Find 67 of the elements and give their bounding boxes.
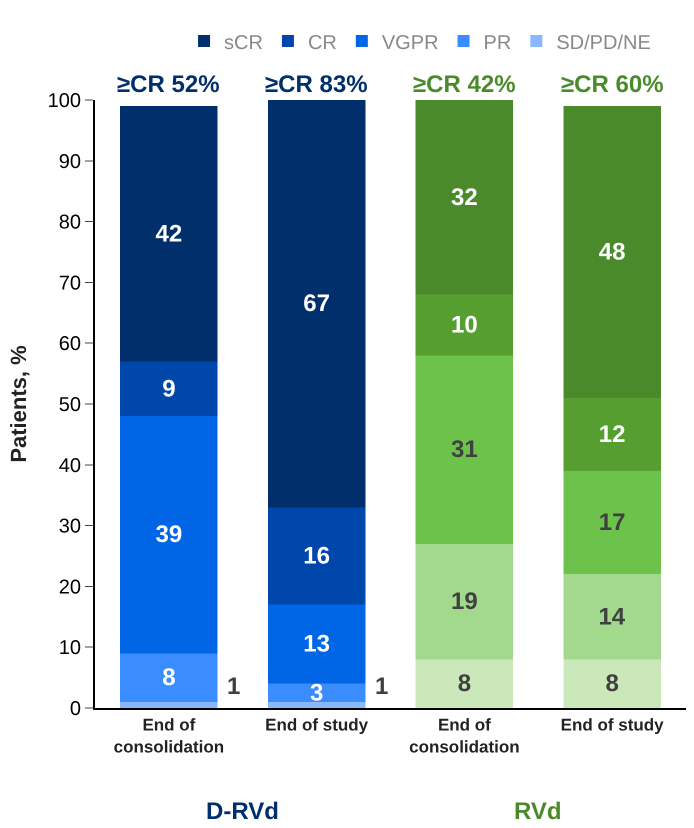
legend-label: PR <box>484 32 512 54</box>
bar <box>268 100 366 508</box>
bar <box>563 574 661 660</box>
y-tick-label: 90 <box>58 150 81 173</box>
y-tick-label: 100 <box>48 90 81 112</box>
text: ≥CR 83% <box>265 71 368 98</box>
data-label: 12 <box>598 420 626 448</box>
bar <box>416 544 514 660</box>
bar <box>120 702 218 708</box>
data-label: 10 <box>451 311 478 338</box>
bar <box>268 684 366 702</box>
bar <box>268 507 366 605</box>
y-tick-label: 70 <box>58 272 81 294</box>
bar <box>120 653 218 702</box>
y-axis-title: Patients, % <box>6 345 31 463</box>
data-label: 3 <box>310 679 324 706</box>
bar <box>120 361 218 416</box>
x-tick-label: End of study <box>265 715 369 734</box>
bar <box>563 398 661 471</box>
bar <box>416 659 514 708</box>
bar <box>416 100 514 295</box>
x-tick-label: End of consolidation <box>409 715 520 756</box>
data-label: 32 <box>451 184 478 211</box>
legend-label: SD/PD/NE <box>556 32 651 54</box>
bar <box>268 702 366 708</box>
bar <box>563 470 661 574</box>
bar <box>563 659 661 708</box>
y-tick-label: 20 <box>58 576 81 598</box>
bar <box>120 416 218 654</box>
data-label: 42 <box>156 220 182 248</box>
y-tick-label: 60 <box>58 333 81 356</box>
data-label: 1 <box>375 673 388 700</box>
text: ≥CR 60% <box>561 71 664 98</box>
data-label: 17 <box>598 509 626 536</box>
legend-label: CR <box>308 32 337 54</box>
data-label: 8 <box>605 670 619 698</box>
y-tick-label: 50 <box>58 394 81 416</box>
y-tick-label: 40 <box>58 454 81 477</box>
data-label: 48 <box>598 238 626 266</box>
text: ≥CR 42% <box>413 71 516 98</box>
legend-label: sCR <box>224 32 263 54</box>
bar <box>416 294 514 356</box>
y-tick-label: 10 <box>58 637 81 660</box>
legend-label: VGPR <box>382 32 439 54</box>
y-tick-label: 0 <box>70 698 81 720</box>
data-label: 8 <box>458 670 472 698</box>
bar <box>120 106 218 362</box>
text: ≥CR 52% <box>117 71 220 98</box>
x-tick-label: End of study <box>560 715 664 734</box>
data-label: 9 <box>162 375 176 402</box>
data-label: 67 <box>303 290 330 318</box>
text: RVd <box>514 798 562 825</box>
bar <box>563 106 661 398</box>
data-label: 1 <box>227 673 240 700</box>
data-label: 31 <box>451 436 478 464</box>
y-tick-label: 80 <box>58 212 81 234</box>
data-label: 16 <box>303 542 330 570</box>
data-label: 19 <box>451 588 478 616</box>
x-tick-label: End of consolidation <box>114 715 224 756</box>
data-label: 8 <box>162 664 176 692</box>
bar <box>268 604 366 684</box>
data-label: 39 <box>156 521 182 548</box>
data-label: 14 <box>598 603 626 630</box>
data-label: 13 <box>303 630 330 658</box>
text: D-RVd <box>206 798 279 825</box>
bar <box>416 355 514 544</box>
y-tick-label: 30 <box>58 516 81 538</box>
